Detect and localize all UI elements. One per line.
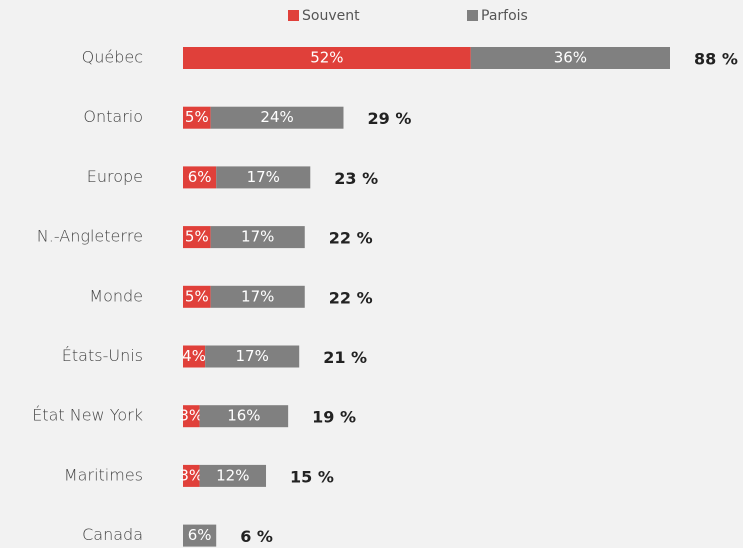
legend-swatch	[288, 10, 299, 21]
bar-segment	[210, 285, 305, 308]
bar-segment	[183, 524, 217, 547]
segment-label: 36%	[554, 49, 587, 67]
segment-label: 52%	[310, 49, 343, 67]
legend-label: Parfois	[481, 8, 528, 24]
bar-segment	[183, 464, 200, 487]
total-label: 21 %	[323, 348, 367, 367]
segment-label: 3%	[179, 466, 203, 484]
bar-segment	[183, 106, 211, 129]
category-label: Canada	[82, 525, 143, 544]
bar-segment	[470, 47, 670, 69]
legend-swatch	[467, 10, 478, 21]
segment-label: 17%	[241, 287, 274, 305]
bar-segment	[199, 464, 267, 487]
bar-segment	[183, 345, 206, 368]
bar-segment	[210, 106, 344, 129]
segment-label: 17%	[247, 168, 280, 186]
category-label: État New York	[32, 406, 143, 425]
category-label: Ontario	[83, 107, 143, 126]
category-label: Europe	[87, 167, 143, 186]
total-label: 22 %	[329, 229, 373, 248]
legend-label: Souvent	[302, 8, 360, 24]
total-label: 19 %	[312, 408, 356, 427]
bar-segment	[210, 226, 305, 249]
bar-segment	[183, 47, 471, 69]
segment-label: 5%	[185, 228, 209, 246]
category-label: Maritimes	[64, 465, 143, 484]
segment-label: 16%	[227, 407, 260, 425]
total-label: 22 %	[329, 288, 373, 307]
segment-label: 6%	[188, 168, 212, 186]
category-label: Québec	[82, 48, 143, 67]
segment-label: 17%	[241, 228, 274, 246]
bar-segment	[183, 226, 211, 249]
segment-label: 3%	[179, 407, 203, 425]
total-label: 88 %	[694, 50, 738, 69]
segment-label: 17%	[236, 347, 269, 365]
bar-segment	[183, 166, 217, 189]
bar-segment	[183, 405, 200, 428]
total-label: 23 %	[334, 169, 378, 188]
category-label: N.-Angleterre	[37, 227, 143, 246]
total-label: 29 %	[367, 109, 411, 128]
segment-label: 5%	[185, 287, 209, 305]
bar-segment	[205, 345, 300, 368]
segment-label: 5%	[185, 108, 209, 126]
segment-label: 6%	[188, 526, 212, 544]
bar-segment	[216, 166, 311, 189]
segment-label: 4%	[182, 347, 206, 365]
bar-segment	[183, 285, 211, 308]
total-label: 6 %	[240, 527, 273, 546]
bar-segment	[199, 405, 289, 428]
total-label: 15 %	[290, 467, 334, 486]
segment-label: 12%	[216, 466, 249, 484]
category-label: États-Unis	[62, 346, 143, 365]
category-label: Monde	[89, 286, 143, 305]
segment-label: 24%	[260, 108, 293, 126]
